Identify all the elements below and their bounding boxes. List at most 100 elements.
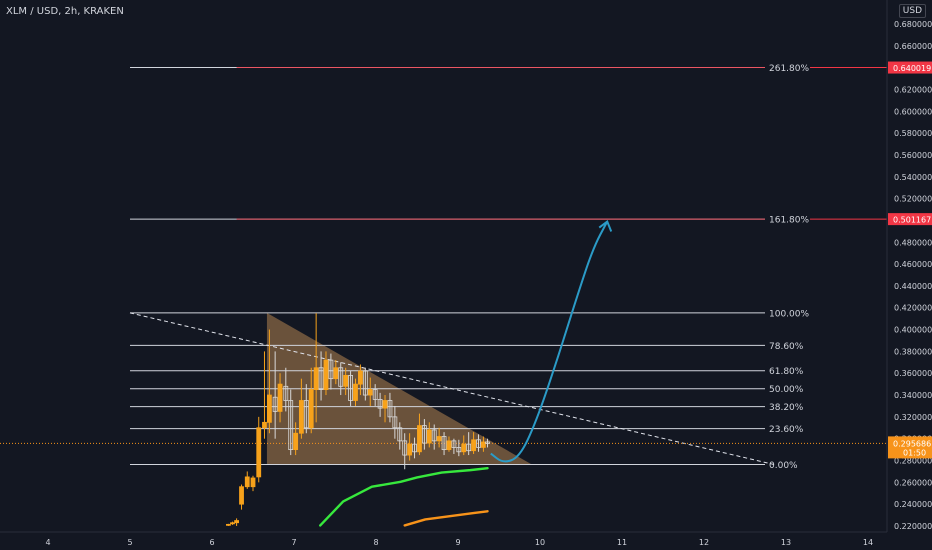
candle bbox=[262, 351, 267, 439]
candle bbox=[328, 353, 334, 390]
candle bbox=[303, 384, 309, 434]
fib-level-label: 78.60% bbox=[769, 342, 804, 352]
candle bbox=[441, 432, 447, 456]
price-tick-label: 0.420000 bbox=[894, 304, 932, 313]
candle bbox=[446, 436, 452, 452]
candle bbox=[343, 367, 349, 396]
candle bbox=[476, 434, 481, 452]
ma-slow-line bbox=[403, 510, 489, 527]
candle bbox=[412, 437, 417, 459]
price-tick-label: 0.220000 bbox=[894, 522, 932, 531]
candle bbox=[318, 351, 324, 401]
candle bbox=[471, 432, 476, 454]
candle-body bbox=[412, 443, 417, 453]
plot-area: 261.80% 161.80% 100.00% 78.60% 61.80% 50.00% 3… bbox=[0, 64, 887, 527]
candle bbox=[367, 377, 373, 406]
candle-body bbox=[272, 396, 278, 412]
candle-body bbox=[451, 440, 457, 448]
candle-body bbox=[485, 441, 490, 444]
candle-body bbox=[471, 439, 476, 452]
time-tick-label: 4 bbox=[45, 538, 50, 547]
candle-body bbox=[303, 400, 309, 429]
candle-body bbox=[407, 443, 413, 456]
price-tick-label: 0.580000 bbox=[894, 129, 932, 138]
price-tick-label: 0.540000 bbox=[894, 173, 932, 182]
candle bbox=[272, 351, 278, 439]
time-tick-label: 13 bbox=[781, 538, 791, 547]
candle bbox=[392, 405, 398, 439]
candle-body bbox=[387, 400, 393, 418]
candle-body bbox=[348, 374, 353, 401]
price-tick-label: 0.480000 bbox=[894, 238, 932, 247]
candle-body bbox=[421, 425, 427, 444]
chart-title: XLM / USD, 2h, KRAKEN bbox=[6, 6, 124, 17]
candle-body bbox=[239, 486, 244, 505]
price-tick-label: 0.360000 bbox=[894, 369, 932, 378]
candle-body bbox=[397, 427, 403, 442]
candle-body bbox=[367, 389, 373, 396]
candle-body bbox=[441, 436, 447, 451]
price-tick-label: 0.260000 bbox=[894, 478, 932, 487]
candle-body bbox=[333, 367, 339, 380]
candle-body bbox=[244, 476, 250, 488]
price-tick-label: 0.440000 bbox=[894, 282, 932, 291]
candle bbox=[353, 378, 358, 406]
candle bbox=[358, 364, 363, 396]
candle bbox=[377, 392, 383, 417]
candle-body bbox=[481, 441, 486, 448]
price-tick-label: 0.460000 bbox=[894, 260, 932, 269]
candle-body bbox=[417, 425, 422, 453]
candle bbox=[266, 329, 272, 434]
candle-body bbox=[466, 443, 472, 452]
price-tick-label: 0.280000 bbox=[894, 457, 932, 466]
projection-arrow bbox=[490, 221, 609, 463]
fib-price-tag: 0.501167 bbox=[893, 216, 931, 225]
fib-level-label: 261.80% bbox=[769, 64, 809, 74]
candle bbox=[402, 433, 408, 470]
price-tick-label: 0.660000 bbox=[894, 42, 932, 51]
candle bbox=[485, 438, 490, 448]
candle-body bbox=[476, 439, 481, 448]
time-axis-bg bbox=[0, 532, 887, 550]
price-tick-label: 0.240000 bbox=[894, 500, 932, 509]
candle bbox=[288, 389, 294, 456]
ma-fast-line bbox=[319, 466, 489, 527]
time-tick-label: 11 bbox=[617, 538, 627, 547]
candle-body bbox=[382, 400, 388, 409]
currency-button[interactable]: USD bbox=[898, 4, 926, 18]
price-tick-label: 0.600000 bbox=[894, 107, 932, 116]
candle-body bbox=[288, 400, 294, 451]
candle-body bbox=[313, 367, 319, 390]
candle-body bbox=[377, 399, 383, 409]
candle-body bbox=[234, 520, 240, 524]
price-axis: 0.6800000.6600000.6400000.6200000.600000… bbox=[886, 0, 932, 550]
fib-level-label: 61.80% bbox=[769, 367, 804, 377]
fib-level-label: 23.60% bbox=[769, 425, 804, 435]
time-axis: 4 5 6 7 8 9 10 11 12 13 14 bbox=[0, 531, 887, 550]
candle-body bbox=[456, 447, 462, 453]
candle bbox=[348, 371, 353, 406]
candle-body bbox=[446, 440, 452, 451]
candle-body bbox=[431, 429, 437, 442]
candle bbox=[308, 367, 314, 434]
candle-body bbox=[358, 370, 363, 385]
candle-body bbox=[283, 385, 289, 401]
candle-body bbox=[362, 370, 368, 396]
candle bbox=[293, 422, 299, 456]
candle-body bbox=[392, 416, 398, 429]
candle-body bbox=[461, 443, 467, 453]
candle-body bbox=[225, 523, 231, 526]
current-price-tag: 0.295686 bbox=[893, 439, 931, 448]
candle-body bbox=[402, 440, 408, 456]
candle bbox=[362, 367, 368, 401]
projection-arrow-head bbox=[598, 219, 613, 232]
candle-body bbox=[250, 477, 256, 488]
candle bbox=[461, 435, 467, 456]
candle-body bbox=[328, 359, 334, 380]
time-tick-label: 9 bbox=[455, 538, 460, 547]
candle bbox=[421, 419, 427, 450]
price-tick-label: 0.340000 bbox=[894, 391, 932, 400]
candle bbox=[313, 313, 319, 423]
price-tick-label: 0.560000 bbox=[894, 151, 932, 160]
